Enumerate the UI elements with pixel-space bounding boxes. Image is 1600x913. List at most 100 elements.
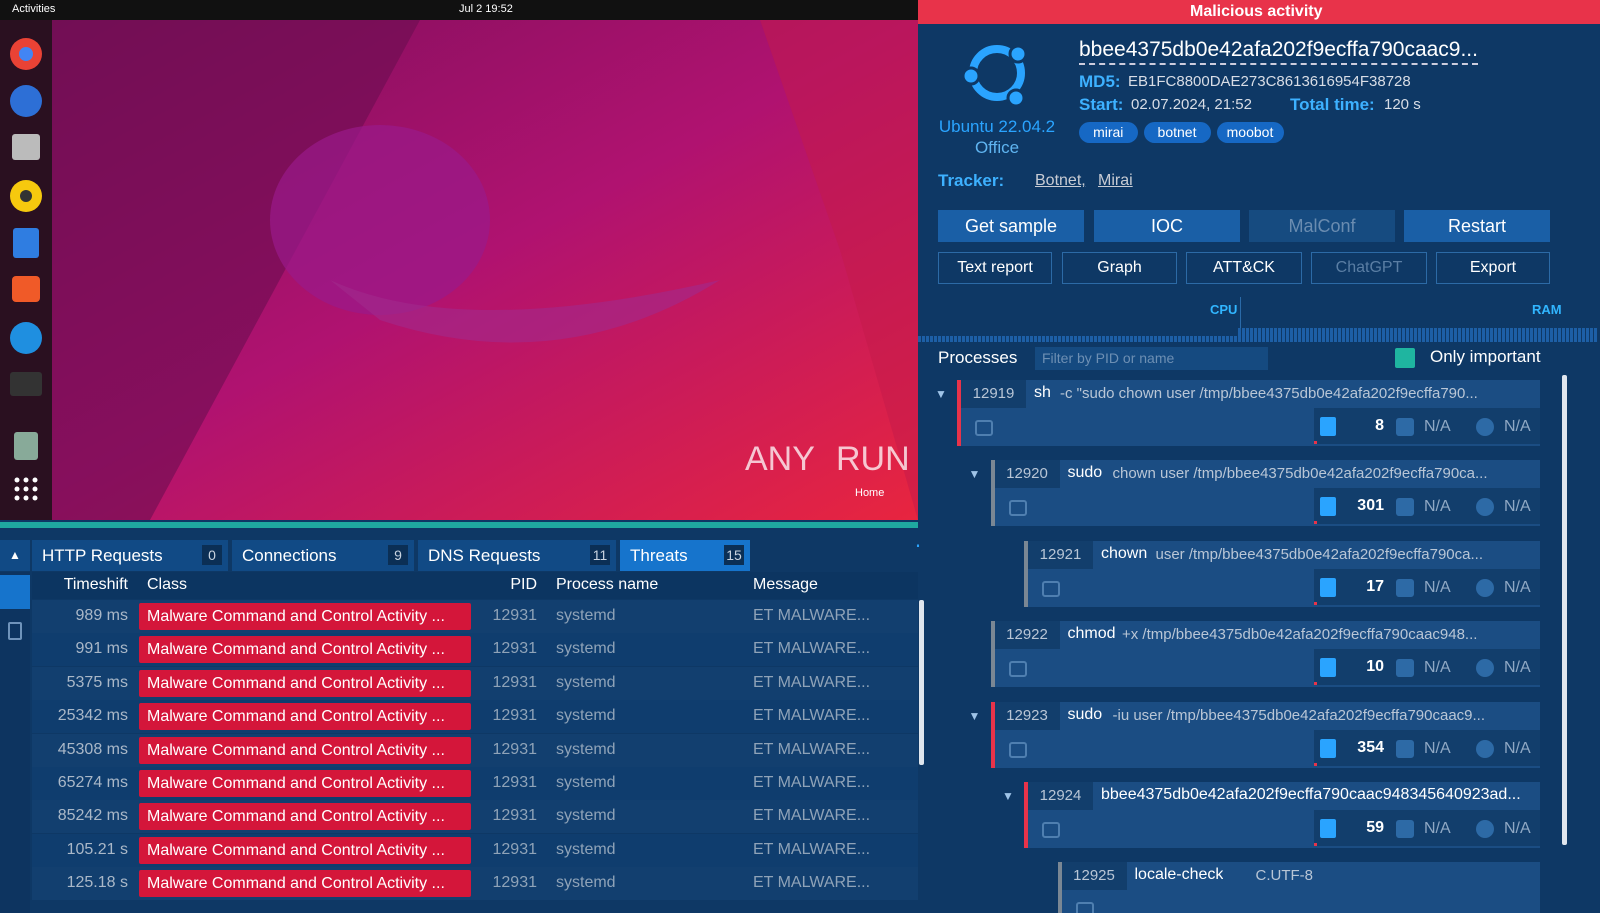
usage-bar [1514, 328, 1517, 342]
usage-bar [1554, 328, 1557, 342]
filter-input[interactable]: Filter by PID or name [1035, 347, 1268, 370]
usage-bar [1342, 328, 1345, 342]
report-button[interactable]: Graph [1062, 252, 1177, 284]
pid: 12931 [492, 874, 538, 892]
process-row[interactable]: 12919 sh -c "sudo chown user /tmp/bbee4375… [957, 380, 1540, 446]
action-button[interactable]: Restart [1404, 210, 1550, 242]
verdict: Malicious activity [1190, 3, 1323, 20]
network: N/A [1424, 659, 1451, 677]
usage-bar [1190, 336, 1193, 342]
usage-bar [1426, 328, 1429, 342]
home-label: Home [855, 487, 885, 499]
watermark: RUN [836, 440, 910, 478]
threat-row[interactable]: 991 ms Malware Command and Control Activi… [32, 633, 918, 667]
tab[interactable]: Threats 15 [620, 540, 750, 571]
modules-icon [1476, 820, 1494, 838]
process-row[interactable]: 12923 sudo -iu user /tmp/bbee4375db0e42afa… [990, 701, 1540, 768]
usage-bar [1594, 328, 1597, 342]
action-button[interactable]: Get sample [938, 210, 1084, 242]
network-icon [1396, 820, 1414, 838]
usage-bar [1154, 336, 1157, 342]
usage-bar [1122, 336, 1125, 342]
threat-row[interactable]: 125.18 s Malware Command and Control Acti… [32, 867, 918, 901]
usage-bar [1466, 328, 1469, 342]
usage-bar [1046, 336, 1049, 342]
usage-bar [1198, 336, 1201, 342]
monitor-divider [1240, 297, 1241, 341]
tab[interactable]: DNS Requests 11 [418, 540, 616, 571]
globe-tab[interactable] [0, 575, 30, 609]
process-row[interactable]: 12925 locale-check C.UTF-8 [1057, 862, 1540, 913]
threat-row[interactable]: 105.21 s Malware Command and Control Acti… [32, 833, 918, 867]
checkbox[interactable] [1395, 348, 1415, 368]
message: ET MALWARE... [753, 740, 871, 758]
usage-bar [994, 336, 997, 342]
threat-row[interactable]: 45308 ms Malware Command and Control Acti… [32, 733, 918, 767]
expand-toggle[interactable]: ▼ [1002, 789, 1014, 803]
usage-bar [1298, 328, 1301, 342]
expand-toggle[interactable]: ▼ [968, 708, 981, 723]
usage-bar [1394, 328, 1397, 342]
usage-bar [1582, 328, 1585, 342]
tag[interactable]: botnet [1143, 122, 1211, 143]
threat-row[interactable]: 5375 ms Malware Command and Control Activ… [32, 666, 918, 700]
usage-bar [1366, 328, 1369, 342]
expand-toggle[interactable]: ▼ [968, 467, 981, 482]
scrollbar[interactable] [1562, 375, 1567, 845]
process-row[interactable]: 12922 chmod +x /tmp/bbee4375db0e42afa202f9… [990, 621, 1540, 688]
red-marker [1314, 441, 1317, 444]
usage-bar [1310, 328, 1313, 342]
usage-bar [1134, 336, 1137, 342]
usage-bar [1054, 336, 1057, 342]
tag[interactable]: mirai [1079, 122, 1138, 143]
usage-bar [954, 336, 957, 342]
files-count: 301 [1357, 497, 1384, 515]
process-row[interactable]: 12924 bbee4375db0e42afa202f9ecffa790caac9… [1024, 782, 1540, 848]
collapse-button[interactable]: ▲ [0, 540, 30, 571]
class: Malware Command and Control Activity ... [139, 836, 471, 864]
threat-row[interactable]: 65274 ms Malware Command and Control Acti… [32, 767, 918, 800]
usage-bar [1030, 336, 1033, 342]
timeshift: 991 ms [75, 640, 128, 658]
cpu-label: CPU [1210, 302, 1238, 317]
hash[interactable]: bbee4375db0e42afa202f9ecffa790caac9... [1079, 38, 1478, 65]
tab[interactable]: HTTP Requests 0 [32, 540, 228, 571]
process-name: systemd [556, 673, 616, 691]
process-icon [975, 420, 993, 436]
message: ET MALWARE... [753, 840, 871, 858]
usage-bar [970, 336, 973, 342]
threat-row[interactable]: 25342 ms Malware Command and Control Acti… [32, 700, 918, 734]
log-tab[interactable] [8, 622, 22, 640]
scrollbar[interactable] [919, 600, 924, 765]
usage-bar [1238, 328, 1241, 342]
red-marker [1314, 682, 1317, 686]
usage-bar [1070, 336, 1073, 342]
usage-bar [1322, 328, 1325, 342]
process-name: systemd [556, 807, 616, 825]
usage-bar [1438, 328, 1441, 342]
menu-button[interactable]: ⋮ [908, 542, 922, 550]
usage-bar [1098, 336, 1101, 342]
tab-label: Threats [630, 546, 688, 565]
counters: 8 N/A N/A [1314, 408, 1540, 444]
process-row[interactable]: 12920 sudo chown user /tmp/bbee4375db0e42a… [990, 460, 1540, 527]
report-button[interactable]: Text report [938, 252, 1052, 284]
report-button[interactable]: ATT&CK [1186, 252, 1302, 284]
tracker-link[interactable]: Botnet, [1035, 172, 1086, 189]
report-button[interactable]: Export [1436, 252, 1550, 284]
usage-bar [1266, 328, 1269, 342]
action-button[interactable]: IOC [1094, 210, 1240, 242]
process-args: +x /tmp/bbee4375db0e42afa202f9ecffa790ca… [1122, 626, 1478, 644]
class: Malware Command and Control Activity ... [139, 736, 471, 764]
tag[interactable]: moobot [1216, 122, 1284, 143]
dock-icons [10, 38, 42, 501]
threat-row[interactable]: 85242 ms Malware Command and Control Acti… [32, 800, 918, 834]
usage-bar [1486, 328, 1489, 342]
tracker-link[interactable]: Mirai [1098, 172, 1133, 189]
tab[interactable]: Connections 9 [232, 540, 414, 571]
process-row[interactable]: 12921 chown user /tmp/bbee4375db0e42afa202… [1024, 540, 1540, 607]
threat-row[interactable]: 989 ms Malware Command and Control Activi… [32, 600, 918, 633]
expand-toggle[interactable]: ▼ [935, 387, 947, 401]
red-marker [1314, 762, 1317, 766]
